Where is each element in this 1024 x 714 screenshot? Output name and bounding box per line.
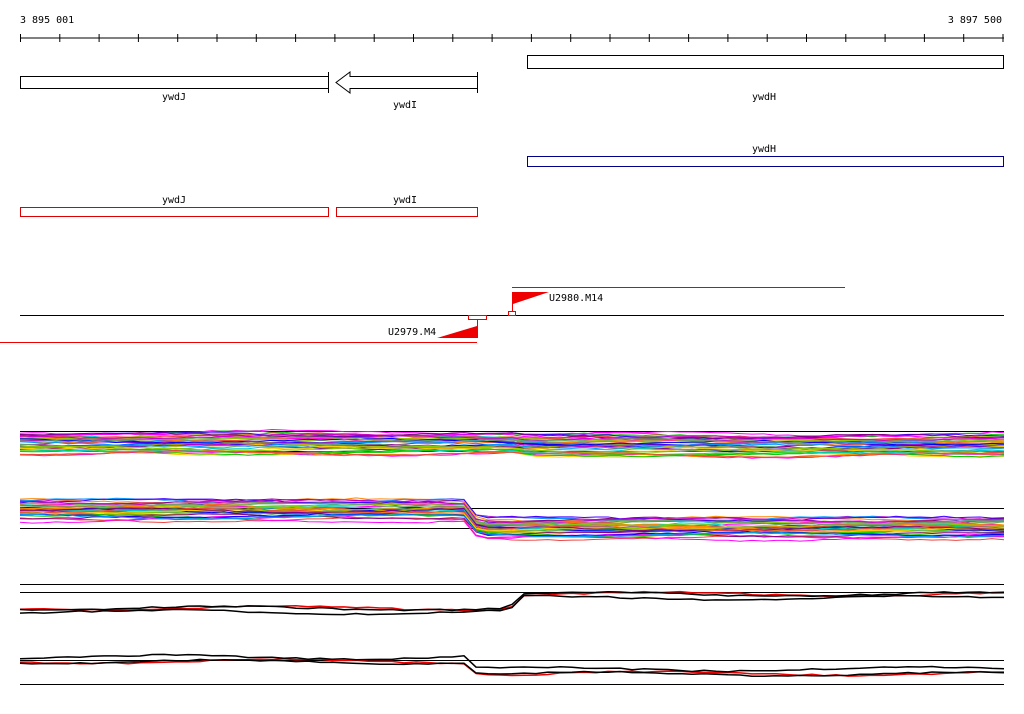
ruler-end: 3 897 500	[948, 15, 1002, 26]
expression-trace	[19, 437, 1005, 446]
expression-trace	[19, 653, 1005, 673]
expression-trace	[19, 508, 1005, 533]
site	[508, 311, 516, 316]
gene-box	[527, 55, 1004, 69]
gene-label: ywdH	[752, 92, 776, 103]
expression-trace	[19, 445, 1004, 454]
expression-trace	[19, 499, 1005, 524]
expression-trace	[19, 590, 1005, 612]
promoter-flag	[513, 292, 549, 304]
promoter-label: U2979.M4	[388, 327, 436, 338]
expression-trace	[19, 658, 1005, 678]
expression-panels	[19, 428, 1005, 685]
expression-trace	[19, 433, 1005, 442]
expression-trace	[19, 444, 1005, 452]
site	[468, 315, 487, 320]
transcript-box	[527, 156, 1004, 167]
expression-trace	[19, 433, 1005, 442]
expression-trace	[19, 518, 1005, 542]
transcript-box	[20, 207, 329, 217]
expression-trace	[19, 498, 1005, 522]
expression-trace	[19, 446, 1005, 455]
gene-label: ywdJ	[162, 92, 186, 103]
expression-trace	[19, 501, 1005, 526]
expression-trace	[19, 513, 1005, 538]
expression-trace	[19, 432, 1005, 440]
promoter-flag	[437, 326, 477, 338]
ruler-start: 3 895 001	[20, 15, 74, 26]
expression-trace	[19, 436, 1005, 445]
expression-trace	[19, 440, 1005, 450]
expression-trace	[19, 517, 1005, 542]
expression-trace	[19, 497, 1005, 523]
gene-label: ywdH	[752, 144, 776, 155]
expression-trace	[19, 502, 1005, 527]
expression-trace	[19, 507, 1005, 532]
expression-trace	[19, 594, 1004, 616]
gene-label: ywdI	[393, 100, 417, 111]
ruler-ticks	[20, 34, 1004, 42]
expression-trace	[19, 432, 1005, 440]
expression-trace	[19, 449, 1005, 459]
gene-box	[20, 76, 329, 89]
gene-arrow	[328, 71, 478, 94]
promoter-label: U2980.M14	[549, 293, 603, 304]
transcript-box	[336, 207, 478, 217]
gene-label: ywdJ	[162, 195, 186, 206]
gene-label: ywdI	[393, 195, 417, 206]
